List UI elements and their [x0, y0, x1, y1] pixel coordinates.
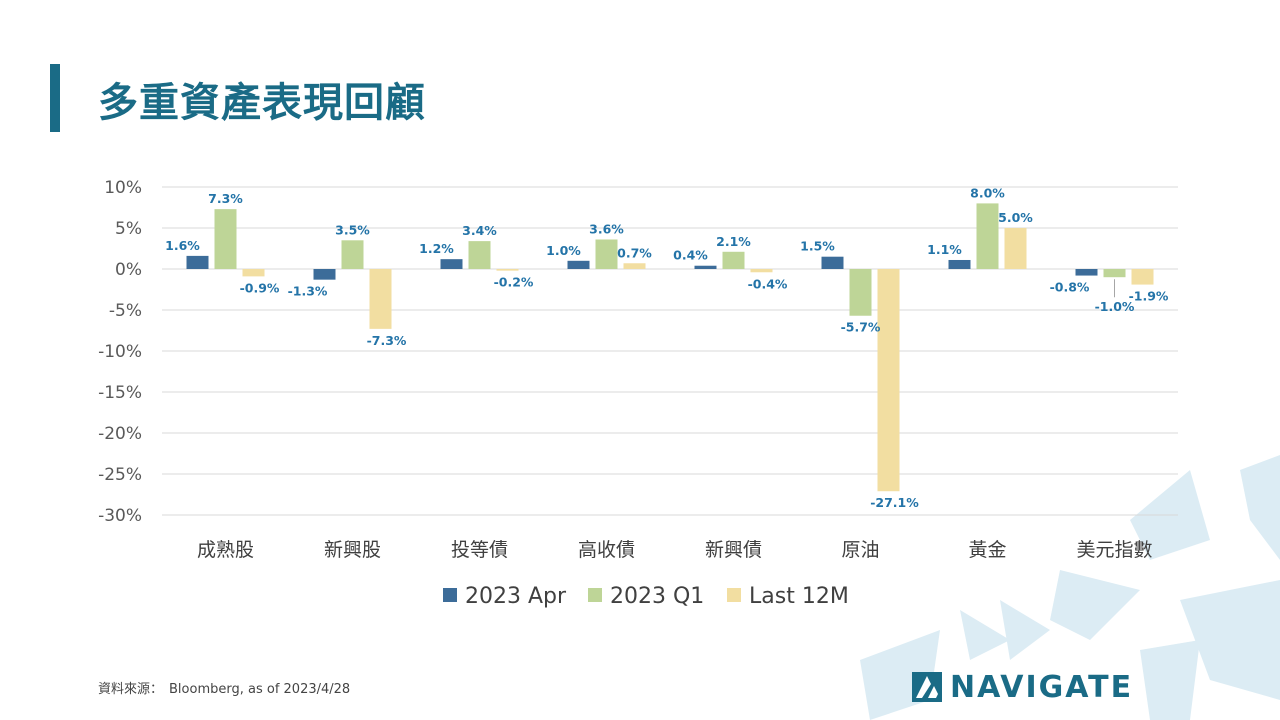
x-category-label: 新興股: [324, 539, 381, 561]
x-category-label: 投等債: [451, 539, 508, 561]
bar: [242, 269, 265, 277]
x-axis-categories: 成熟股 新興股 投等債 高收債 新興債 原油 黃金 美元指數: [197, 539, 1153, 561]
bar: [595, 239, 618, 269]
bar: [313, 269, 336, 280]
source-text: Bloomberg, as of 2023/4/28: [169, 682, 351, 697]
bar-chart: 10% 5% 0% -5% -10% -15% -20% -25% -30% 1.6% 7.3% -…: [98, 178, 1178, 609]
x-category-label: 高收債: [578, 539, 635, 561]
bar: [369, 269, 392, 329]
bar: [1131, 269, 1154, 285]
bar: [849, 269, 872, 316]
data-label: 5.0%: [998, 210, 1033, 225]
y-tick-label: 10%: [104, 178, 142, 198]
bar: [496, 269, 519, 271]
data-label: 1.6%: [165, 238, 200, 253]
bar: [623, 263, 646, 269]
data-label: -1.3%: [288, 284, 328, 299]
data-label: -27.1%: [870, 495, 919, 510]
bar: [722, 251, 745, 269]
bar: [694, 265, 717, 269]
data-label: 0.7%: [617, 245, 652, 260]
data-label: 1.0%: [546, 243, 581, 258]
bar: [440, 259, 463, 269]
gridlines: [162, 186, 1178, 516]
bar: [821, 256, 844, 269]
y-tick-label: -20%: [98, 424, 142, 444]
data-label: 7.3%: [208, 191, 243, 206]
data-label: 1.2%: [419, 241, 454, 256]
source-note: 資料來源： Bloomberg, as of 2023/4/28: [98, 678, 356, 697]
data-label: 1.5%: [800, 239, 835, 254]
data-labels: 1.6% 7.3% -0.9% -1.3% 3.5% -7.3% 1.2% 3.4% -0.2%…: [165, 185, 1169, 510]
legend-label: 2023 Apr: [465, 584, 567, 609]
y-tick-label: -5%: [109, 301, 142, 321]
data-label: 3.4%: [462, 223, 497, 238]
title-accent-bar: [50, 64, 60, 132]
y-tick-label: -15%: [98, 383, 142, 403]
data-label: -0.4%: [748, 276, 788, 291]
legend-label: 2023 Q1: [610, 584, 704, 609]
legend-swatch: [727, 588, 741, 602]
data-label: -0.8%: [1050, 280, 1090, 295]
y-axis-ticks: 10% 5% 0% -5% -10% -15% -20% -25% -30%: [98, 178, 142, 526]
data-label: -5.7%: [841, 320, 881, 335]
y-tick-label: -25%: [98, 465, 142, 485]
y-tick-label: -10%: [98, 342, 142, 362]
bar: [468, 241, 491, 269]
bar: [948, 259, 971, 269]
legend-label: Last 12M: [749, 584, 849, 609]
legend-swatch: [588, 588, 602, 602]
data-label: -1.9%: [1129, 289, 1169, 304]
data-label: -0.2%: [494, 275, 534, 290]
x-category-label: 黃金: [968, 539, 1006, 561]
data-label: 3.6%: [589, 221, 624, 236]
x-category-label: 美元指數: [1076, 539, 1152, 561]
x-category-label: 成熟股: [197, 539, 254, 561]
bar: [1004, 228, 1027, 269]
bar: [186, 255, 209, 269]
data-label: 3.5%: [335, 222, 370, 237]
bar: [1103, 269, 1126, 278]
data-label: 0.4%: [673, 248, 708, 263]
bar: [341, 240, 364, 269]
legend: 2023 Apr 2023 Q1 Last 12M: [443, 584, 849, 609]
data-label: -0.9%: [240, 280, 280, 295]
data-label: 2.1%: [716, 234, 751, 249]
navigate-logo-icon: [912, 672, 942, 702]
y-tick-label: 5%: [115, 219, 142, 239]
legend-swatch: [443, 588, 457, 602]
data-label: 8.0%: [970, 185, 1005, 200]
bar: [877, 269, 900, 492]
data-label: -7.3%: [367, 333, 407, 348]
brand-name: NAVIGATE: [950, 669, 1134, 705]
bar: [567, 260, 590, 269]
page-title: 多重資產表現回顧: [98, 80, 426, 126]
x-category-label: 新興債: [705, 539, 762, 561]
bar: [750, 269, 773, 273]
bar: [1075, 269, 1098, 276]
y-tick-label: 0%: [115, 260, 142, 280]
data-label: 1.1%: [927, 242, 962, 257]
navigate-logo: NAVIGATE: [912, 668, 1133, 706]
data-label: -1.0%: [1095, 299, 1135, 314]
x-category-label: 原油: [841, 539, 879, 561]
source-label: 資料來源：: [98, 682, 164, 697]
bars: [186, 203, 1154, 492]
y-tick-label: -30%: [98, 506, 142, 526]
bar: [214, 209, 237, 269]
bar: [976, 203, 999, 269]
